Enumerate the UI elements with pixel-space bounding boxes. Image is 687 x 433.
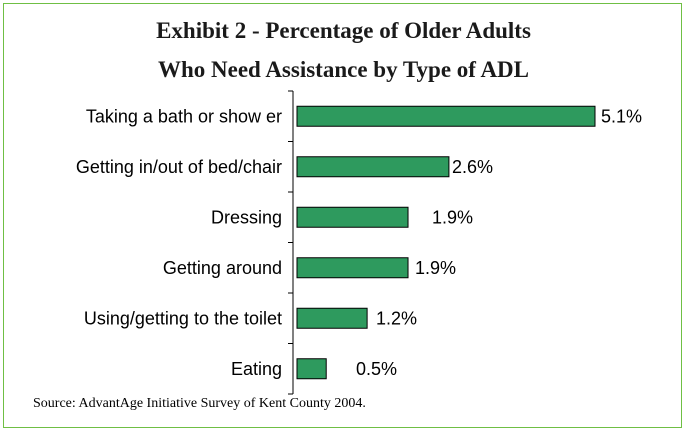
value-label: 2.6%: [452, 157, 493, 177]
bar: [296, 156, 450, 178]
bar: [296, 206, 409, 228]
chart-title-line1: Exhibit 2 - Percentage of Older Adults: [156, 18, 531, 43]
bar: [296, 257, 409, 279]
category-label: Taking a bath or show er: [86, 106, 282, 126]
category-label: Dressing: [211, 207, 282, 227]
category-label: Using/getting to the toilet: [84, 308, 282, 328]
value-label: 1.9%: [432, 207, 473, 227]
value-label: 1.2%: [376, 308, 417, 328]
chart-title-line2: Who Need Assistance by Type of ADL: [157, 57, 530, 82]
source-note: Source: AdvantAge Initiative Survey of K…: [33, 396, 366, 411]
bar: [296, 105, 596, 127]
bar: [296, 307, 368, 329]
bar: [296, 358, 327, 380]
value-label: 1.9%: [415, 258, 456, 278]
category-label: Getting in/out of bed/chair: [76, 157, 282, 177]
category-label: Getting around: [163, 258, 282, 278]
value-label: 5.1%: [601, 106, 642, 126]
category-label: Eating: [231, 359, 282, 379]
value-label: 0.5%: [356, 359, 397, 379]
